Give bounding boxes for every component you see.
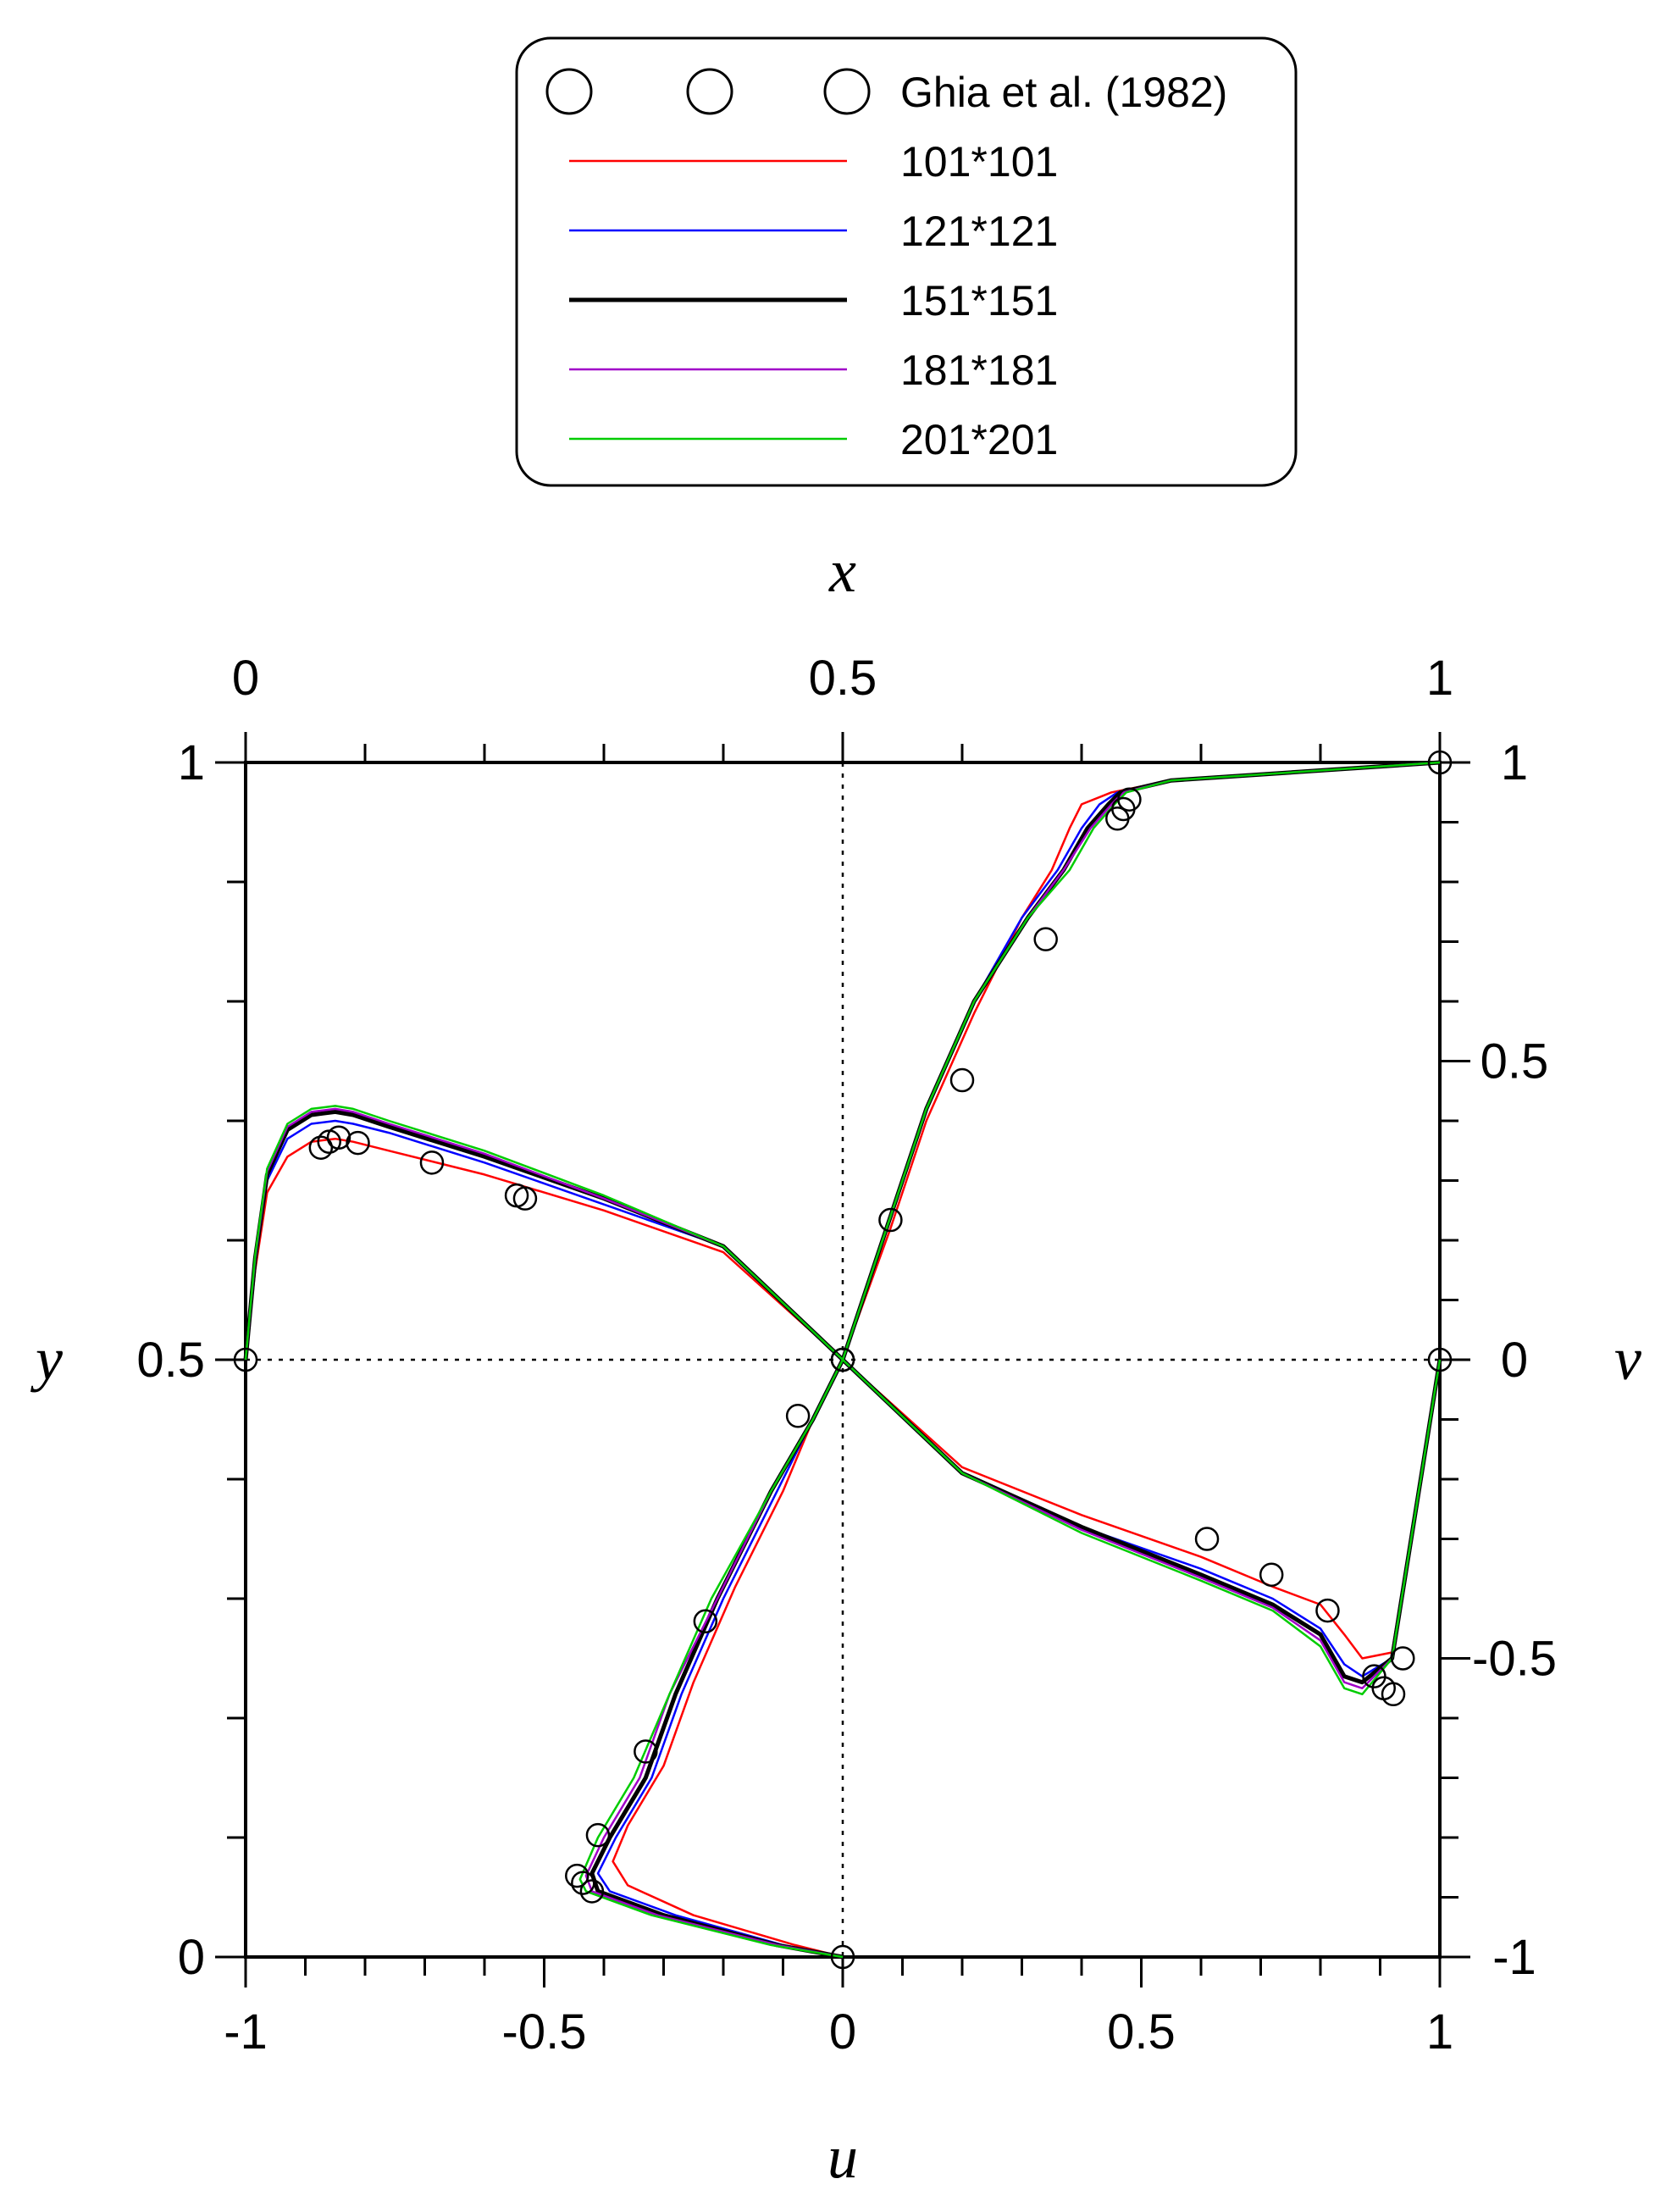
- legend-marker-ghia: [686, 68, 733, 115]
- tick-label-y: 0: [178, 1930, 205, 1985]
- tick-label-u: -0.5: [502, 2004, 587, 2060]
- tick-label-y: 0.5: [136, 1333, 205, 1388]
- legend: Ghia et al. (1982) 101*101 121*121 151*151 1…: [545, 68, 1227, 463]
- ghia-point-v: [1381, 1682, 1406, 1707]
- tick-label-u: 1: [1426, 2004, 1453, 2060]
- ghia-point-u: [949, 1067, 975, 1093]
- legend-label: 181*181: [900, 346, 1058, 394]
- tick-label-x: 0: [232, 651, 259, 706]
- legend-marker-ghia: [545, 68, 593, 115]
- legend-label: Ghia et al. (1982): [900, 69, 1227, 116]
- legend-label: 121*121: [900, 208, 1058, 255]
- legend-label: 101*101: [900, 138, 1058, 186]
- ghia-point-v: [1194, 1527, 1220, 1551]
- legend-label: 201*201: [900, 416, 1058, 463]
- axis-title-bottom: u: [827, 2123, 858, 2191]
- ghia-point-u: [579, 1879, 605, 1904]
- ghia-point-u: [785, 1404, 811, 1428]
- tick-label-v: -0.5: [1472, 1632, 1557, 1687]
- series-line-v-4: [244, 1105, 1442, 1696]
- axis-title-right: v: [1614, 1325, 1641, 1393]
- ghia-point-u: [878, 1207, 903, 1233]
- ghia-point-v: [1391, 1646, 1415, 1671]
- ghia-point-v: [1315, 1598, 1340, 1623]
- tick-label-v: -1: [1492, 1930, 1536, 1985]
- tick-label-y: 1: [178, 735, 205, 790]
- ghia-point-u: [585, 1822, 611, 1848]
- tick-label-v: 1: [1501, 735, 1528, 790]
- ghia-point-u: [693, 1609, 718, 1634]
- ghia-point-u: [634, 1739, 658, 1764]
- ghia-point-u: [1427, 750, 1453, 775]
- tick-label-v: 0: [1501, 1333, 1528, 1388]
- axis-title-top: x: [828, 537, 856, 605]
- tick-label-u: 0: [829, 2004, 856, 2060]
- ghia-point-u: [565, 1863, 589, 1888]
- tick-label-u: 0.5: [1107, 2004, 1176, 2060]
- ghia-point-u: [1033, 927, 1058, 951]
- reference-markers: [233, 750, 1453, 1970]
- axis-ticks: [215, 732, 1470, 1987]
- tick-label-u: -1: [224, 2004, 268, 2060]
- ghia-point-v: [326, 1125, 351, 1150]
- ghia-point-v: [308, 1135, 334, 1160]
- legend-box: [515, 36, 1298, 487]
- ghia-point-v: [1259, 1562, 1284, 1588]
- ghia-point-v: [1427, 1347, 1453, 1372]
- ghia-point-u: [1117, 787, 1142, 812]
- tick-labels: -1 -0.5 0 0.5 10 0.5 100.51-1-0.500.51: [136, 651, 1557, 2060]
- legend-marker-ghia: [823, 68, 871, 115]
- ghia-point-v: [419, 1150, 445, 1175]
- ghia-point-u: [571, 1871, 595, 1895]
- series-line-v-0: [244, 1137, 1442, 1660]
- axis-title-left: y: [30, 1325, 63, 1393]
- ghia-point-v: [233, 1347, 258, 1372]
- legend-label: 151*151: [900, 277, 1058, 324]
- ghia-point-v: [512, 1186, 538, 1211]
- ghia-point-v: [830, 1347, 855, 1372]
- tick-label-v: 0.5: [1481, 1034, 1549, 1089]
- tick-label-x: 1: [1426, 651, 1453, 706]
- tick-label-x: 0.5: [809, 651, 877, 706]
- ghia-point-v: [346, 1130, 370, 1156]
- ghia-point-u: [830, 1944, 855, 1970]
